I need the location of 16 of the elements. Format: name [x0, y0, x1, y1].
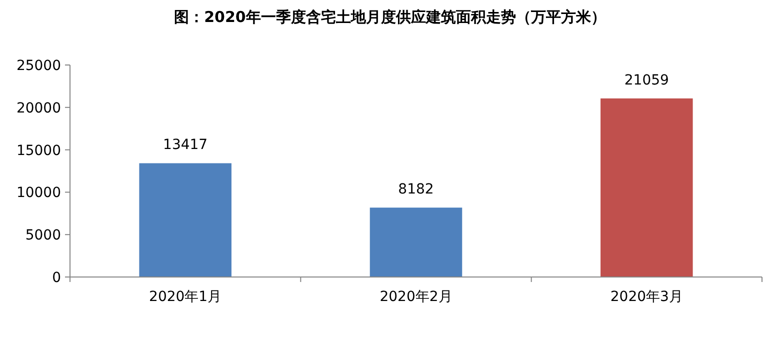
x-tick-label: 2020年2月 — [380, 289, 452, 305]
y-tick-label: 10000 — [16, 185, 61, 202]
data-label: 21059 — [624, 72, 669, 88]
bar — [139, 163, 232, 277]
chart-title: 图：2020年一季度含宅土地月度供应建筑面积走势（万平方米） — [174, 8, 606, 26]
bar — [370, 208, 462, 277]
x-tick-label: 2020年1月 — [149, 289, 222, 305]
y-tick-label: 15000 — [16, 142, 61, 159]
data-label: 13417 — [163, 137, 208, 154]
bar — [600, 98, 693, 277]
data-label: 8182 — [398, 182, 434, 198]
x-tick-label: 2020年3月 — [610, 289, 683, 305]
y-tick-label: 0 — [52, 270, 61, 286]
y-tick-label: 5000 — [25, 228, 61, 244]
y-tick-label: 25000 — [16, 58, 61, 74]
y-tick-label: 20000 — [16, 100, 61, 116]
